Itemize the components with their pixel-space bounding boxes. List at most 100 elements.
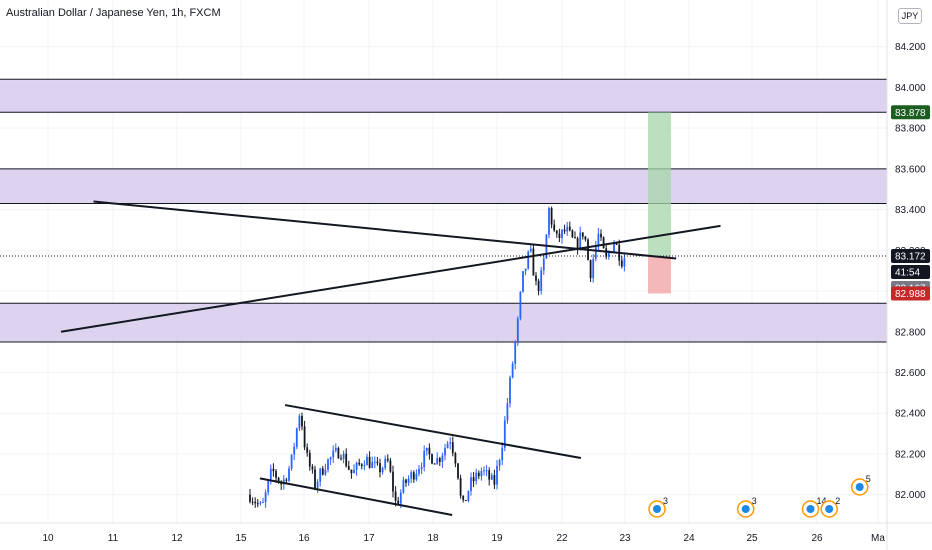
- candle-body: [467, 490, 470, 502]
- target-box: [648, 112, 671, 257]
- candle-body: [511, 363, 514, 378]
- candle-body: [285, 479, 288, 481]
- candle-body: [589, 260, 592, 279]
- candle-body: [496, 465, 498, 485]
- currency-button[interactable]: JPY: [898, 8, 922, 24]
- candle-body: [368, 456, 371, 468]
- candle-body: [340, 458, 342, 460]
- candle-body: [519, 291, 522, 319]
- candle-body: [277, 477, 280, 483]
- candle-body: [410, 472, 413, 479]
- time-tick-label: 18: [427, 533, 439, 544]
- price-tick-label: 82.600: [895, 368, 926, 379]
- candle-body: [566, 226, 569, 232]
- candle-body: [563, 229, 566, 232]
- candle-body: [558, 233, 561, 239]
- candle-body: [262, 502, 264, 504]
- candle-body: [620, 260, 623, 267]
- candle-body: [548, 207, 550, 235]
- supply-demand-zones: [0, 78, 887, 343]
- candle-body: [514, 341, 517, 364]
- time-tick-label: 19: [491, 533, 503, 544]
- candle-body: [345, 453, 348, 467]
- candle-body: [334, 448, 337, 451]
- candles: [249, 206, 626, 509]
- trend-line-lower-channel: [259, 477, 453, 516]
- candle-body: [428, 447, 431, 455]
- candle-body: [319, 468, 322, 482]
- candle-body: [462, 495, 465, 500]
- candle-body: [561, 229, 563, 239]
- candle-body: [420, 467, 423, 470]
- candle-body: [264, 492, 267, 503]
- price-tag-text-stop: 82.988: [895, 289, 926, 300]
- candle-body: [490, 475, 493, 480]
- candle-body: [454, 453, 457, 464]
- event-count: 2: [835, 496, 840, 506]
- candle-body: [256, 503, 259, 505]
- time-tick-label: 17: [363, 533, 375, 544]
- candle-body: [576, 238, 579, 250]
- candle-body: [553, 224, 556, 231]
- candle-body: [275, 471, 277, 478]
- price-tick-label: 84.000: [895, 83, 926, 94]
- candle-body: [407, 478, 410, 483]
- candle-body: [597, 233, 600, 246]
- candle-body: [472, 477, 475, 482]
- event-count: 14: [817, 496, 827, 506]
- candle-body: [376, 461, 379, 464]
- candle-body: [540, 270, 543, 291]
- candle-body: [438, 458, 441, 462]
- candle-body: [366, 456, 368, 466]
- candle-body: [477, 472, 480, 477]
- candle-body: [415, 473, 418, 480]
- candle-body: [295, 428, 298, 447]
- candle-body: [446, 443, 449, 449]
- candle-body: [371, 462, 374, 468]
- price-tick-label: 82.000: [895, 490, 926, 501]
- zone-box: [0, 303, 887, 342]
- candle-body: [516, 318, 519, 342]
- chart-title: Australian Dollar / Japanese Yen, 1h, FX…: [6, 7, 221, 19]
- candle-body: [493, 475, 496, 485]
- candle-body: [451, 442, 454, 454]
- stop-box: [648, 256, 671, 294]
- candle-body: [501, 447, 504, 461]
- time-tick-label: 26: [811, 533, 823, 544]
- candle-body: [412, 472, 415, 480]
- event-count: 5: [866, 474, 871, 484]
- candle-body: [306, 447, 309, 453]
- candle-body: [329, 457, 332, 460]
- zone-box: [0, 168, 887, 204]
- candle-body: [311, 466, 314, 470]
- trend-line-triangle-bottom: [60, 224, 721, 333]
- economic-events[interactable]: 3 3 14 25: [648, 474, 871, 518]
- candle-body: [592, 258, 595, 279]
- candle-body: [298, 415, 301, 429]
- price-tag-text-countdown: 41:54: [895, 268, 920, 279]
- trend-lines[interactable]: [60, 200, 721, 516]
- event-count: 3: [663, 496, 668, 506]
- price-tick-label: 83.800: [895, 124, 926, 135]
- event-count: 3: [752, 496, 757, 506]
- price-tick-label: 82.200: [895, 449, 926, 460]
- candle-body: [475, 472, 478, 482]
- candle-body: [613, 242, 615, 253]
- candle-body: [290, 454, 293, 469]
- candle-body: [379, 463, 381, 473]
- candle-body: [555, 230, 558, 234]
- price-tag-text-target: 83.878: [895, 108, 926, 119]
- candle-body: [269, 468, 272, 481]
- time-tick-label: 23: [619, 533, 631, 544]
- candle-body: [293, 446, 296, 455]
- candle-body: [399, 492, 402, 504]
- candle-body: [303, 426, 306, 448]
- long-position-tool[interactable]: [648, 112, 671, 294]
- candle-body: [418, 469, 420, 474]
- candle-body: [527, 251, 530, 269]
- time-tick-label: 25: [746, 533, 758, 544]
- candle-body: [594, 245, 597, 259]
- candle-body: [350, 469, 353, 474]
